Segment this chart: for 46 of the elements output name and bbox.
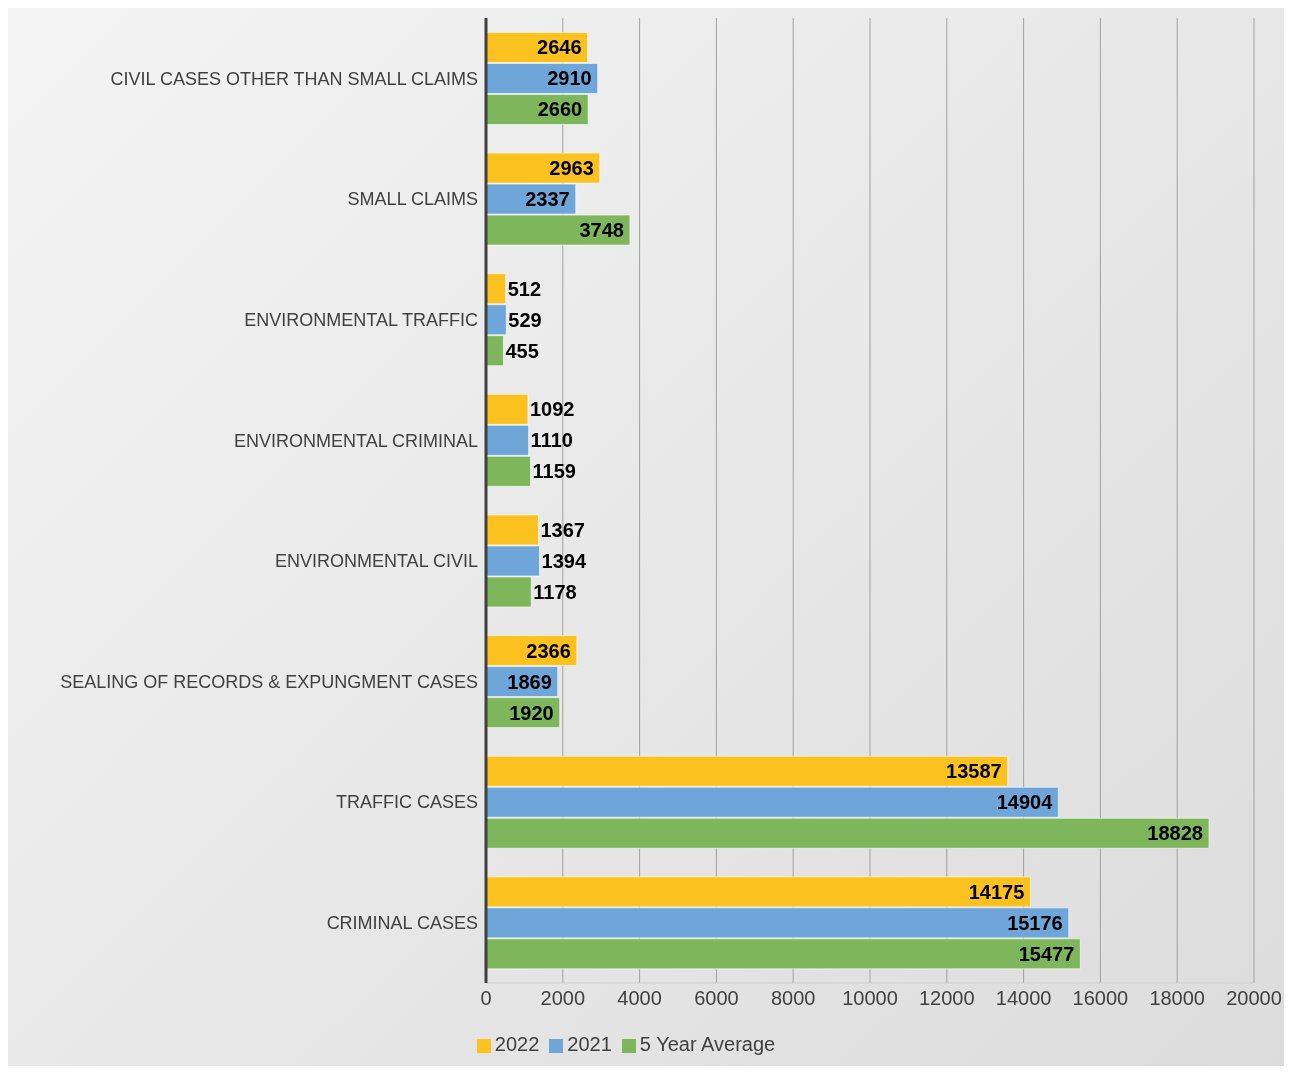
data-label: 455 [505, 339, 539, 362]
x-tick-label: 14000 [995, 987, 1052, 1010]
data-label: 1920 [509, 701, 554, 724]
x-tick-label: 4000 [617, 987, 662, 1010]
data-label: 18828 [1147, 822, 1203, 845]
y-tick-label: ENVIRONMENTAL CRIMINAL [233, 430, 478, 451]
data-label: 3748 [579, 219, 624, 242]
y-tick-label: SMALL CLAIMS [347, 189, 478, 210]
y-tick-label: CRIMINAL CASES [326, 913, 478, 934]
y-tick-label: CIVIL CASES OTHER THAN SMALL CLAIMS [110, 68, 478, 89]
data-label: 13587 [946, 760, 1002, 783]
x-tick-label: 8000 [770, 987, 816, 1010]
data-label: 15176 [1007, 911, 1063, 934]
data-label: 2910 [547, 67, 592, 90]
data-label: 15477 [1018, 942, 1075, 965]
y-tick-label: TRAFFIC CASES [335, 792, 478, 813]
data-label: 1394 [541, 549, 587, 572]
x-tick-label: 0 [480, 987, 492, 1010]
data-label: 2660 [537, 98, 583, 121]
legend-label: 2021 [567, 1033, 612, 1055]
legend-label: 2022 [494, 1033, 540, 1055]
data-label: 529 [508, 308, 542, 331]
data-label: 14175 [968, 880, 1025, 903]
data-label: 1110 [530, 429, 573, 452]
data-label: 14904 [996, 791, 1054, 814]
x-tick-label: 16000 [1072, 987, 1129, 1010]
data-label: 1367 [540, 518, 585, 541]
y-tick-label: ENVIRONMENTAL CIVIL [274, 551, 478, 572]
data-label: 1159 [532, 460, 576, 483]
data-label: 1178 [533, 580, 577, 603]
legend-label: 5 Year Average [639, 1033, 776, 1055]
y-tick-label: ENVIRONMENTAL TRAFFIC [244, 309, 478, 330]
data-label: 2366 [526, 639, 571, 662]
x-tick-label: 10000 [842, 987, 898, 1010]
x-tick-label: 20000 [1226, 987, 1282, 1010]
data-label: 1869 [507, 670, 552, 693]
data-label: 2337 [525, 188, 570, 211]
x-tick-label: 2000 [540, 987, 586, 1010]
data-label: 1092 [529, 398, 575, 421]
x-tick-label: 6000 [694, 987, 739, 1010]
data-label: 2963 [549, 157, 594, 180]
x-tick-label: 18000 [1149, 987, 1206, 1010]
data-label: 2646 [537, 36, 582, 59]
x-tick-label: 12000 [918, 987, 975, 1010]
data-label: 512 [507, 277, 542, 300]
y-tick-label: SEALING OF RECORDS & EXPUNGMENT CASES [60, 671, 478, 692]
